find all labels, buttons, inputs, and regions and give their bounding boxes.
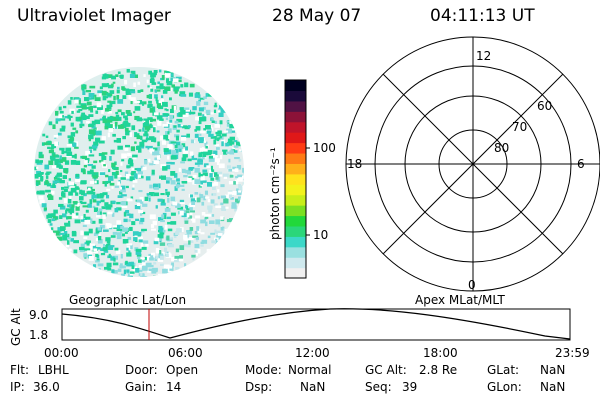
colorbar-tick-label-100: 100 — [313, 141, 336, 155]
polar-grid — [345, 36, 600, 292]
disk-speckle — [34, 69, 244, 277]
glat-value: NaN — [540, 363, 566, 377]
colorbar-cell — [285, 257, 306, 269]
seq-label: Seq: — [365, 380, 392, 394]
colorbar-cell — [285, 173, 306, 185]
polar-label-12: 12 — [476, 49, 491, 63]
mode-value: Normal — [288, 363, 332, 377]
colorbar-cell — [285, 163, 306, 175]
timeline-left-title: Geographic Lat/Lon — [69, 293, 186, 307]
colorbar-cell — [285, 194, 306, 206]
timeline-y-max: 9.0 — [29, 308, 48, 322]
instrument-title: Ultraviolet Imager — [17, 6, 171, 26]
door-label: Door: — [125, 363, 158, 377]
dsp-label: Dsp: — [245, 380, 273, 394]
timeline-x-tick-2: 12:00 — [295, 346, 330, 360]
door-value: Open — [166, 363, 199, 377]
timeline-right-title: Apex MLat/MLT — [415, 293, 505, 307]
polar-label-0: 0 — [468, 278, 476, 292]
colorbar-cell — [285, 205, 306, 217]
colorbar-cell — [285, 184, 306, 196]
gain-value: 14 — [166, 380, 182, 394]
polar-diagonal-2 — [382, 73, 564, 255]
uv-image-disk — [34, 67, 244, 277]
colorbar: 100 10 photon cm⁻²s⁻¹ — [268, 79, 336, 279]
timeline-frame — [61, 308, 571, 341]
polar-ring-label-80: 80 — [494, 141, 509, 155]
colorbar-cell — [285, 121, 306, 133]
ip-label: IP: — [10, 380, 25, 394]
colorbar-cell — [285, 236, 306, 248]
timeline-x-tick-4: 23:59 — [555, 346, 590, 360]
glat-label: GLat: — [487, 363, 520, 377]
colorbar-cell — [285, 246, 306, 258]
colorbar-cell — [285, 142, 306, 154]
time-label: 04:11:13 UT — [430, 6, 535, 26]
timeline-x-tick-3: 18:00 — [423, 346, 458, 360]
mode-label: Mode: — [245, 363, 282, 377]
gc-altitude-curve — [61, 308, 571, 340]
gc-alt-value: 2.8 Re — [419, 363, 458, 377]
colorbar-cell — [285, 225, 306, 237]
polar-ring-label-60: 60 — [537, 99, 552, 113]
colorbar-tick-label-10: 10 — [313, 228, 328, 242]
polar-label-6: 6 — [577, 157, 585, 171]
dsp-value: NaN — [300, 380, 326, 394]
gain-label: Gain: — [125, 380, 157, 394]
colorbar-cell — [285, 100, 306, 112]
colorbar-cell — [285, 215, 306, 227]
flt-value: LBHL — [38, 363, 69, 377]
timeline-y-min: 1.8 — [29, 328, 48, 342]
glon-value: NaN — [540, 380, 566, 394]
colorbar-cell — [285, 152, 306, 164]
date-label: 28 May 07 — [272, 6, 362, 26]
colorbar-cell — [285, 111, 306, 123]
seq-value: 39 — [402, 380, 418, 394]
colorbar-unit-label: photon cm⁻²s⁻¹ — [268, 147, 282, 240]
colorbar-cell — [285, 80, 306, 92]
colorbar-cell — [285, 132, 306, 144]
polar-label-18: 18 — [347, 157, 362, 171]
glon-label: GLon: — [487, 380, 522, 394]
colorbar-cell — [285, 90, 306, 102]
flt-label: Flt: — [10, 363, 29, 377]
timeline-plot: Geographic Lat/Lon Apex MLat/MLT GC Alt … — [9, 293, 590, 360]
colorbar-cells — [285, 80, 306, 279]
colorbar-frame — [284, 79, 307, 279]
polar-ring-label-70: 70 — [512, 120, 527, 134]
timeline-x-tick-1: 06:00 — [168, 346, 203, 360]
gc-alt-label: GC Alt: — [365, 363, 407, 377]
timeline-axis-label: GC Alt — [9, 308, 23, 346]
timeline-x-tick-0: 00:00 — [44, 346, 79, 360]
colorbar-cell — [285, 267, 306, 279]
ip-value: 36.0 — [33, 380, 60, 394]
